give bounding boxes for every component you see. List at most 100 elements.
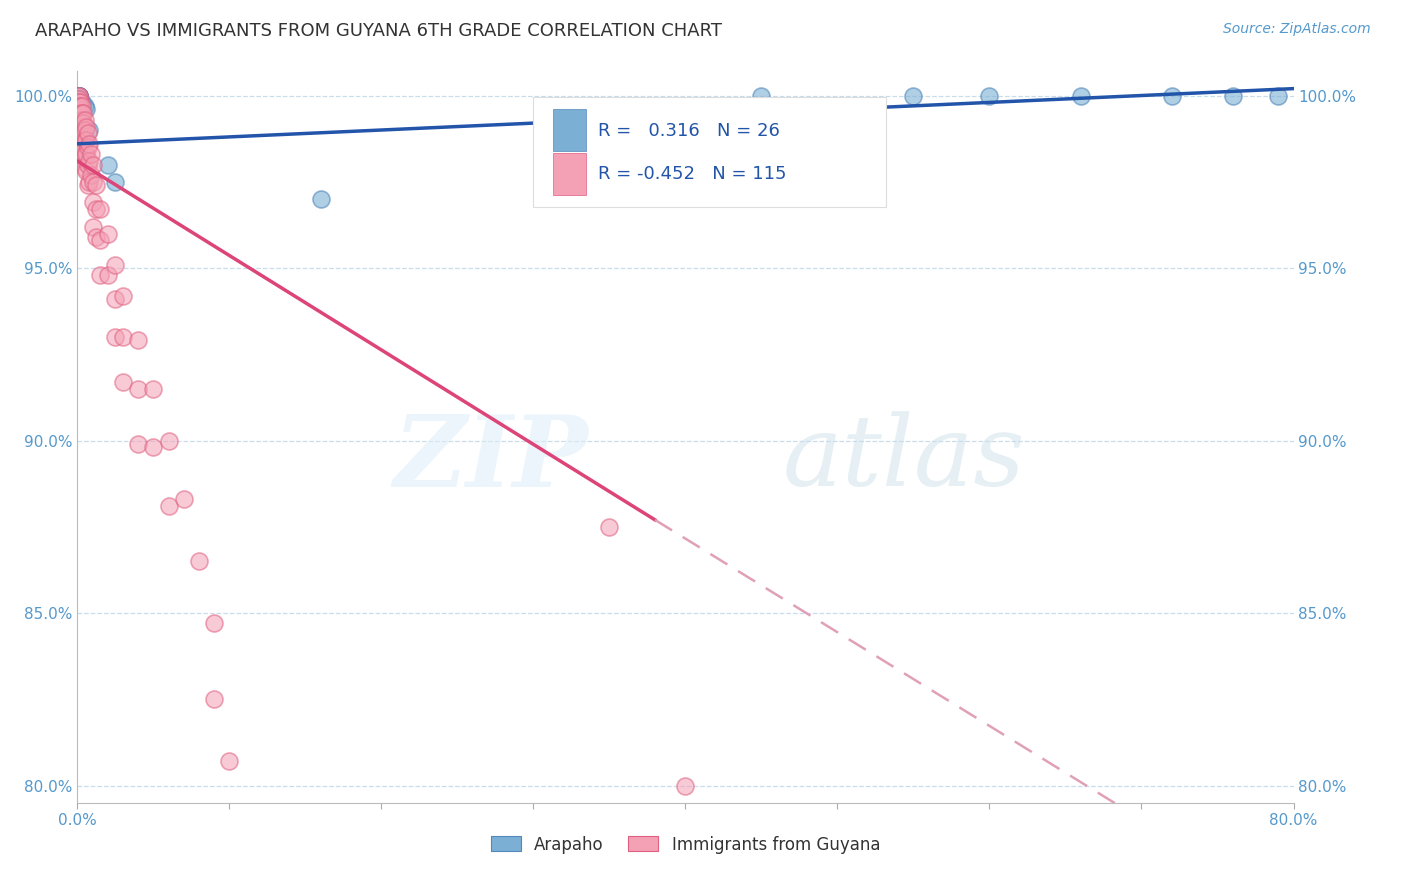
Point <box>69 147 91 161</box>
Point <box>70 120 93 134</box>
Point <box>80 168 103 182</box>
Point <box>67 109 90 123</box>
Point <box>70 136 93 151</box>
Point <box>69 95 91 110</box>
Text: R = -0.452   N = 115: R = -0.452 N = 115 <box>598 166 786 184</box>
Point <box>75 103 97 117</box>
Point <box>202 616 225 631</box>
Point <box>309 192 332 206</box>
Point <box>73 147 96 161</box>
Point <box>67 127 90 141</box>
Point <box>80 147 103 161</box>
Point <box>104 258 127 272</box>
Point <box>67 88 90 103</box>
Point <box>127 334 149 348</box>
Point <box>979 88 1001 103</box>
Point <box>75 133 97 147</box>
Point <box>111 288 134 302</box>
Point <box>67 112 90 127</box>
Point <box>89 234 111 248</box>
Point <box>89 268 111 282</box>
Point <box>97 268 120 282</box>
Point <box>69 154 91 169</box>
Point <box>157 434 180 448</box>
Point <box>84 202 107 217</box>
Point <box>79 136 101 151</box>
Point <box>67 88 90 103</box>
Point <box>69 127 91 141</box>
Point <box>751 88 773 103</box>
Point <box>67 95 90 110</box>
Point <box>69 95 91 110</box>
Point <box>67 88 90 103</box>
Text: ZIP: ZIP <box>394 411 588 508</box>
Point <box>77 157 100 171</box>
Point <box>70 105 93 120</box>
Text: ARAPAHO VS IMMIGRANTS FROM GUYANA 6TH GRADE CORRELATION CHART: ARAPAHO VS IMMIGRANTS FROM GUYANA 6TH GR… <box>35 22 723 40</box>
Point <box>82 175 104 189</box>
Point <box>67 120 90 134</box>
Point <box>77 178 100 193</box>
Point <box>188 554 211 568</box>
Point <box>70 95 93 110</box>
Text: Source: ZipAtlas.com: Source: ZipAtlas.com <box>1223 22 1371 37</box>
Point <box>111 330 134 344</box>
Point <box>97 227 120 241</box>
FancyBboxPatch shape <box>533 97 886 207</box>
Point <box>67 123 90 137</box>
Point <box>67 88 90 103</box>
Point <box>69 105 91 120</box>
Y-axis label: 6th Grade: 6th Grade <box>0 395 3 479</box>
Point <box>67 140 90 154</box>
Point <box>1267 88 1289 103</box>
Point <box>82 195 104 210</box>
Point <box>111 375 134 389</box>
Point <box>69 140 91 154</box>
Point <box>1222 88 1244 103</box>
Point <box>69 92 91 106</box>
Point <box>70 129 93 144</box>
Point <box>67 92 90 106</box>
Point <box>69 99 91 113</box>
Point <box>127 382 149 396</box>
Point <box>903 88 925 103</box>
Point <box>73 123 96 137</box>
Point <box>142 382 165 396</box>
Point <box>69 112 91 127</box>
Point <box>173 492 195 507</box>
Point <box>67 95 90 110</box>
Point <box>75 164 97 178</box>
Point <box>67 116 90 130</box>
Point <box>73 99 96 113</box>
Point <box>67 92 90 106</box>
Point <box>84 230 107 244</box>
Point <box>70 99 93 113</box>
Legend: Arapaho, Immigrants from Guyana: Arapaho, Immigrants from Guyana <box>484 829 887 860</box>
Point <box>104 175 127 189</box>
Point <box>79 175 101 189</box>
Point <box>127 437 149 451</box>
Point <box>79 154 101 169</box>
Point <box>97 157 120 171</box>
Point <box>73 161 96 175</box>
Point <box>67 133 90 147</box>
Point <box>89 202 111 217</box>
Point <box>77 140 100 154</box>
Point <box>67 88 90 103</box>
Point <box>67 105 90 120</box>
Point <box>70 112 93 127</box>
Point <box>218 755 240 769</box>
Point <box>202 692 225 706</box>
Point <box>67 88 90 103</box>
Point <box>67 136 90 151</box>
Point <box>67 129 90 144</box>
Point <box>82 219 104 234</box>
Point <box>67 88 90 103</box>
Point <box>67 144 90 158</box>
Point <box>69 99 91 113</box>
Point <box>1161 88 1184 103</box>
Point <box>73 112 96 127</box>
Point <box>69 120 91 134</box>
Point <box>77 127 100 141</box>
Point <box>67 99 90 113</box>
